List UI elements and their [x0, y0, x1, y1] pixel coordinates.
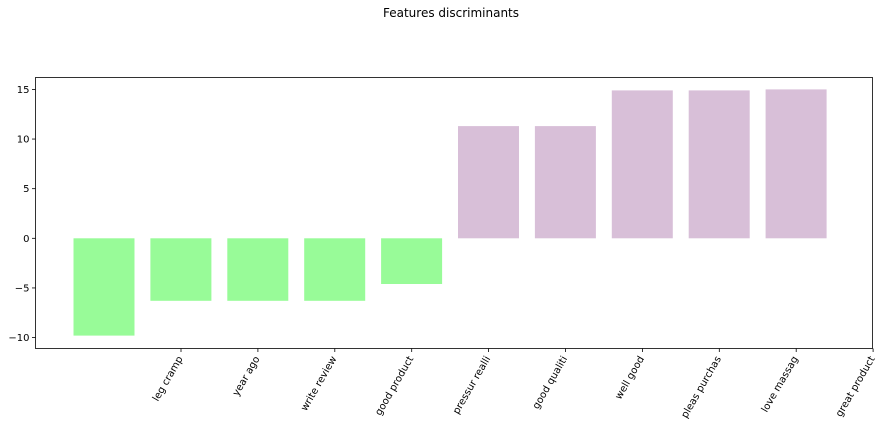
- bar: [381, 238, 443, 284]
- x-tick-label: year ago: [231, 355, 263, 399]
- bar: [611, 90, 673, 239]
- y-tick-label: 0: [23, 234, 29, 245]
- bar: [688, 90, 750, 239]
- x-tick-label: pleas purchas: [680, 355, 724, 421]
- bar: [227, 238, 289, 301]
- bars-group: [73, 89, 827, 336]
- plot-frame: [35, 77, 873, 349]
- y-tick-label: 15: [17, 85, 30, 96]
- bar: [150, 238, 212, 301]
- bar: [458, 126, 519, 239]
- x-axis: leg cramp year ago write review good produc…: [151, 348, 878, 421]
- y-tick-label: 10: [17, 135, 30, 146]
- y-tick-label: 5: [23, 184, 29, 195]
- bar: [765, 89, 827, 239]
- x-tick-label: write review: [299, 355, 339, 414]
- x-tick-label: well good: [613, 355, 647, 402]
- bar: [73, 238, 135, 336]
- y-axis: −10 −5 0 5 10 15: [8, 85, 36, 344]
- x-tick-label: pressur realli: [451, 354, 493, 416]
- bar: [304, 238, 366, 301]
- bar: [534, 126, 596, 239]
- chart-title: Features discriminants: [383, 6, 519, 20]
- x-tick-label: love massag: [760, 355, 801, 415]
- x-tick-label: leg cramp: [151, 355, 186, 404]
- x-tick-label: good product: [373, 354, 416, 417]
- y-tick-label: −5: [15, 283, 30, 294]
- x-tick-label: great product: [834, 354, 878, 419]
- y-tick-label: −10: [8, 333, 29, 344]
- x-tick-label: good qualiti: [531, 355, 570, 412]
